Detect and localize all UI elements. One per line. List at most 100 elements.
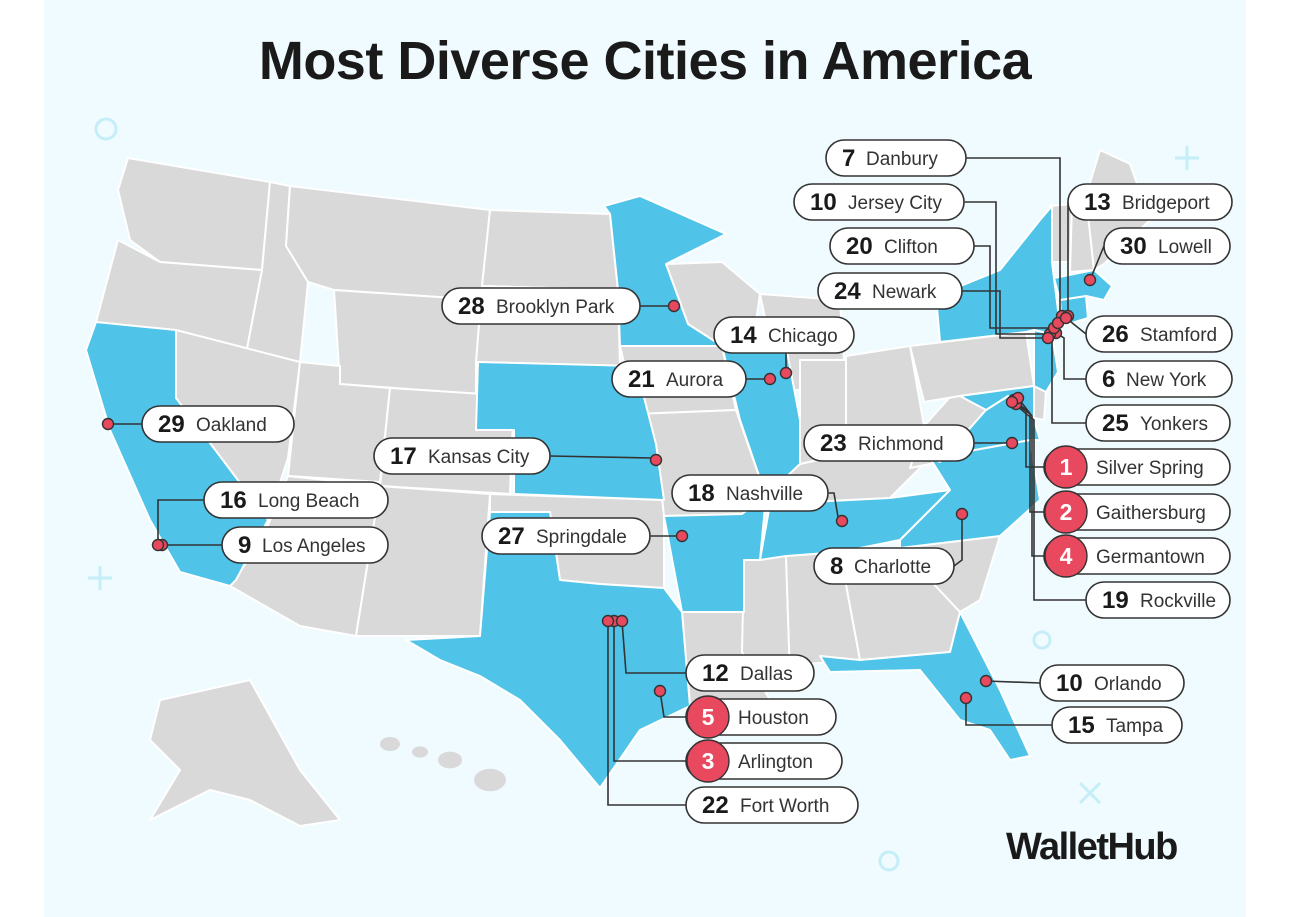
- rank-badge: [1044, 445, 1088, 489]
- leader-line-kansas-city: [549, 455, 653, 459]
- rank-number: 20: [846, 233, 873, 260]
- city-name: Stamford: [1140, 325, 1217, 346]
- state-california: [85, 321, 269, 587]
- city-name: Newark: [872, 282, 937, 303]
- decor-plus-icon: [1175, 146, 1199, 170]
- rank-number: 16: [220, 487, 247, 514]
- brand-logo: WalletHub: [1006, 826, 1178, 868]
- city-name: Yonkers: [1140, 414, 1208, 435]
- decor-circle-icon: [94, 117, 118, 141]
- state-alaska: [149, 679, 341, 827]
- city-label-orlando: 10 Orlando: [1039, 664, 1185, 702]
- leader-line-new-york: [1055, 332, 1086, 380]
- city-name: Gaithersburg: [1096, 503, 1206, 524]
- city-label-springdale: 27 Springdale: [481, 517, 651, 555]
- leader-line-gaithersburg: [1015, 403, 1044, 513]
- rank-number: 22: [702, 792, 729, 819]
- city-markers: [101, 273, 1097, 705]
- rank-number: 24: [834, 278, 861, 305]
- leader-line-danbury: [966, 157, 1061, 316]
- rank-number: 26: [1102, 321, 1129, 348]
- rank-number: 19: [1102, 587, 1129, 614]
- city-name: Lowell: [1158, 237, 1212, 258]
- city-name: Tampa: [1106, 716, 1163, 737]
- city-marker-kansas-city: [649, 453, 663, 467]
- state-montana: [285, 185, 491, 301]
- city-name: Brooklyn Park: [496, 297, 615, 318]
- leader-line-houston: [659, 690, 686, 718]
- rank-number: 8: [830, 553, 843, 580]
- city-name: Kansas City: [428, 447, 530, 468]
- leader-line-jersey-city: [964, 201, 1050, 335]
- city-label-new-york: 6 New York: [1085, 360, 1233, 398]
- rank-number: 18: [688, 480, 715, 507]
- rank-number: 3: [702, 748, 715, 774]
- city-label-germantown: 4 Germantown: [1043, 534, 1231, 578]
- decor-plus-icon: [88, 566, 112, 590]
- leader-line-tampa: [965, 698, 1052, 726]
- rank-number: 7: [842, 145, 855, 172]
- rank-number: 9: [238, 532, 251, 559]
- city-label-richmond: 23 Richmond: [803, 424, 975, 462]
- rank-number: 23: [820, 430, 847, 457]
- city-name: Charlotte: [854, 557, 931, 578]
- city-marker-rockville: [1005, 395, 1019, 409]
- decor-circle-icon: [1032, 630, 1052, 650]
- city-marker-chicago: [779, 366, 793, 380]
- rank-number: 21: [628, 366, 655, 393]
- rank-badge: [686, 739, 730, 783]
- state-new-york: [935, 205, 1061, 343]
- city-label-tampa: 15 Tampa: [1051, 706, 1183, 744]
- city-name: Orlando: [1094, 674, 1162, 695]
- decor-x-icon: [1078, 781, 1102, 805]
- rank-badge: [1044, 490, 1088, 534]
- city-label-dallas: 12 Dallas: [685, 654, 815, 692]
- city-label-bridgeport: 13 Bridgeport: [1067, 183, 1233, 221]
- city-marker-tampa: [959, 691, 973, 705]
- city-name: Long Beach: [258, 491, 359, 512]
- rank-number: 29: [158, 411, 185, 438]
- city-marker-oakland: [101, 417, 115, 431]
- city-name: Houston: [738, 708, 809, 729]
- city-name: Dallas: [740, 664, 793, 685]
- city-marker-nashville: [835, 514, 849, 528]
- city-name: Oakland: [196, 415, 267, 436]
- city-label-aurora: 21 Aurora: [611, 360, 747, 398]
- rank-number: 28: [458, 293, 485, 320]
- rank-badge: [686, 695, 730, 739]
- rank-number: 25: [1102, 410, 1129, 437]
- city-marker-houston: [653, 684, 667, 698]
- city-label-long-beach: 16 Long Beach: [203, 481, 389, 519]
- rank-number: 5: [702, 704, 715, 730]
- city-label-fort-worth: 22 Fort Worth: [685, 786, 859, 824]
- city-name: Arlington: [738, 752, 813, 773]
- city-name: Silver Spring: [1096, 458, 1204, 479]
- decor-circle-icon: [878, 850, 900, 872]
- city-marker-stamford: [1059, 311, 1073, 325]
- city-label-brooklyn-park: 28 Brooklyn Park: [441, 287, 641, 325]
- city-marker-fort-worth: [601, 614, 615, 628]
- state-massachusetts: [1053, 269, 1113, 301]
- city-name: Jersey City: [848, 193, 942, 214]
- state-hawaii: [380, 737, 506, 792]
- city-name: Bridgeport: [1122, 193, 1210, 214]
- city-marker-brooklyn-park: [667, 299, 681, 313]
- city-label-nashville: 18 Nashville: [671, 474, 829, 512]
- leader-line-orlando: [985, 680, 1041, 684]
- city-marker-lowell: [1083, 273, 1097, 287]
- rank-number: 14: [730, 322, 757, 349]
- city-label-arlington: 3 Arlington: [685, 739, 843, 783]
- city-marker-orlando: [979, 674, 993, 688]
- rank-number: 10: [810, 189, 837, 216]
- city-label-los-angeles: 9 Los Angeles: [221, 526, 389, 564]
- city-label-jersey-city: 10 Jersey City: [793, 183, 965, 221]
- city-label-houston: 5 Houston: [685, 695, 837, 739]
- rank-number: 10: [1056, 670, 1083, 697]
- city-label-chicago: 14 Chicago: [713, 316, 855, 354]
- leader-line-nashville: [828, 492, 839, 518]
- city-label-yonkers: 25 Yonkers: [1085, 404, 1231, 442]
- leader-line-germantown: [1017, 397, 1044, 557]
- leader-line-newark: [962, 290, 1048, 339]
- city-name: Springdale: [536, 527, 627, 548]
